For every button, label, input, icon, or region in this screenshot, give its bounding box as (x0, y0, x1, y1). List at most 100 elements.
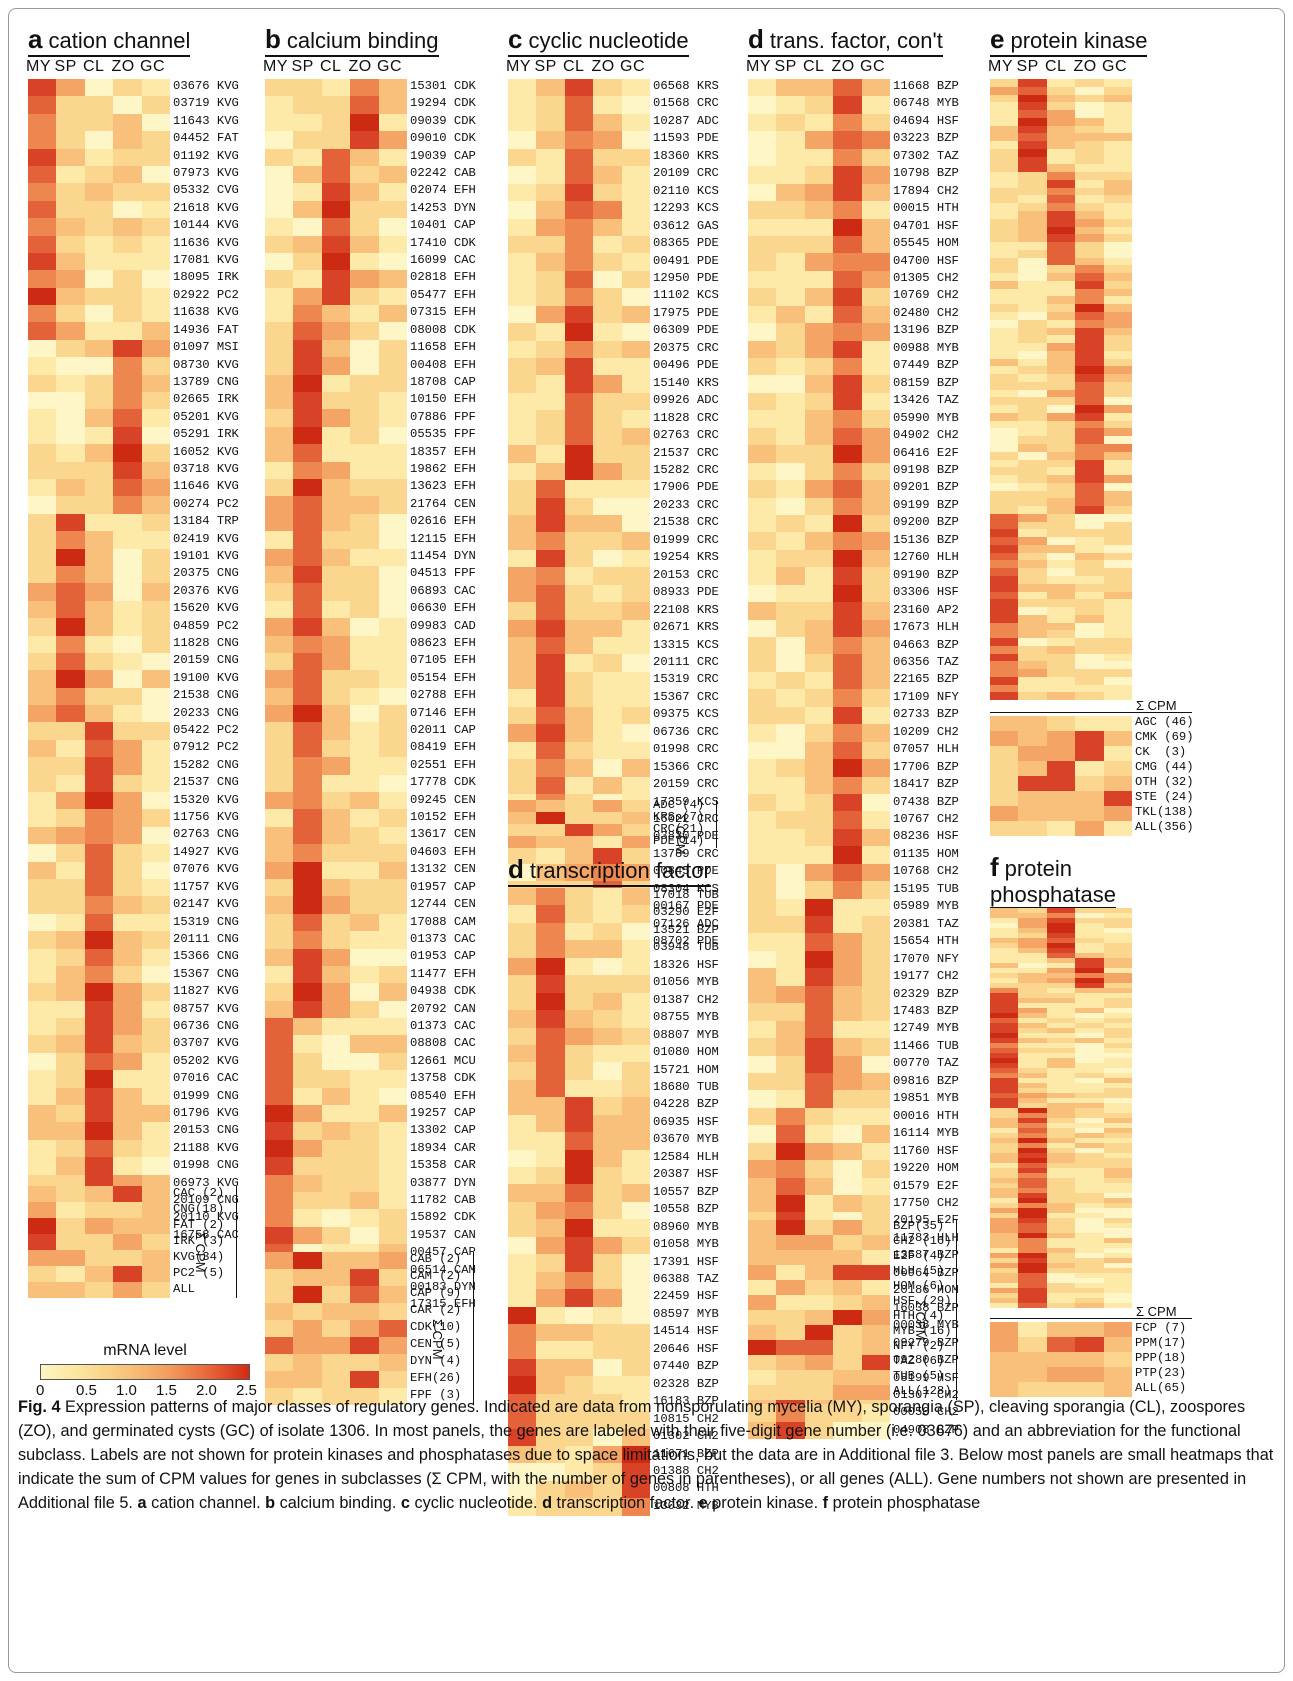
heatmap-cell (113, 705, 142, 723)
heatmap-cell (350, 96, 379, 114)
heatmap-cell (56, 1070, 85, 1088)
heatmap-cell (804, 131, 834, 149)
heatmap-row (990, 1178, 1133, 1183)
heatmap-cell (748, 148, 777, 167)
heatmap-cell (1075, 1293, 1104, 1298)
heatmap-cell (84, 826, 114, 845)
heatmap-cell (1075, 918, 1104, 923)
summary-row (265, 1269, 408, 1286)
gene-label: 06568 KRS (653, 79, 719, 93)
heatmap-cell (293, 844, 322, 862)
gene-label: 04938 CDK (410, 984, 476, 999)
heatmap-cell (350, 913, 379, 932)
summary-cell (564, 800, 594, 812)
heatmap-cell (593, 392, 622, 411)
gene-label: 05202 KVG (173, 1053, 239, 1068)
heatmap-cell (804, 1160, 834, 1178)
heatmap-cell (321, 1122, 351, 1140)
heatmap-row (508, 1306, 651, 1324)
heatmap-cell (1103, 1018, 1133, 1023)
heatmap-cell (321, 878, 351, 897)
heatmap-cell (1103, 335, 1133, 344)
heatmap-row (508, 148, 651, 167)
heatmap-cell (113, 409, 142, 427)
heatmap-cell (536, 1376, 565, 1394)
heatmap-cell (1075, 436, 1104, 444)
summary-cell (776, 1325, 805, 1340)
heatmap-row (508, 1271, 651, 1290)
heatmap-cell (621, 1044, 651, 1063)
heatmap-cell (1018, 304, 1047, 312)
heatmap-cell (593, 1027, 622, 1045)
heatmap-cell (265, 1174, 294, 1192)
heatmap-row (508, 776, 651, 794)
gene-label: 02733 BZP (893, 707, 959, 722)
heatmap-cell (1103, 1218, 1133, 1223)
heatmap-cell (861, 340, 891, 358)
heatmap-cell (776, 1195, 805, 1213)
heatmap-row (28, 426, 171, 445)
heatmap-cell (1046, 913, 1076, 918)
summary-row (28, 1186, 171, 1202)
heatmap-cell (621, 1027, 651, 1045)
heatmap-cell (564, 183, 594, 202)
heatmap-cell (1046, 164, 1076, 173)
heatmap-cell (1046, 211, 1076, 219)
heatmap-cell (1018, 179, 1047, 188)
gene-label: 04663 BZP (893, 637, 959, 652)
heatmap-row (508, 480, 651, 498)
heatmap-cell (1018, 653, 1047, 662)
heatmap-cell (1018, 599, 1047, 608)
heatmap-cell (804, 288, 834, 306)
heatmap-cell (28, 1000, 57, 1019)
heatmap-cell (1075, 79, 1104, 87)
summary-cell (1075, 746, 1104, 761)
heatmap-cell (990, 676, 1019, 685)
gene-label: 15366 CRC (653, 759, 719, 774)
summary-cell (141, 1218, 171, 1234)
heatmap-cell (748, 410, 777, 428)
heatmap-cell (748, 532, 777, 550)
heatmap-cell (1018, 913, 1047, 918)
summary-cell (28, 1282, 57, 1298)
caption-panel-name: transcription factor. (552, 1494, 699, 1512)
gene-label: 01387 CH2 (653, 992, 719, 1007)
summary-cell (804, 1370, 834, 1385)
heatmap-cell (990, 1093, 1019, 1098)
heatmap-row (990, 335, 1133, 344)
heatmap-cell (378, 357, 408, 375)
heatmap-cell (990, 1063, 1019, 1068)
heatmap-cell (1075, 1108, 1104, 1113)
heatmap-cell (1075, 195, 1104, 204)
gene-label: 17315 EFH (410, 1297, 476, 1312)
heatmap-cell (990, 86, 1019, 95)
heatmap-cell (1018, 983, 1047, 988)
heatmap-cell (536, 957, 565, 976)
heatmap-cell (1103, 443, 1133, 452)
gene-labels-a: 03676 KVG 03719 KVG 11643 KVG 04452 FAT 0119… (173, 78, 239, 1244)
heatmap-cell (141, 357, 171, 375)
summary-cell (28, 1202, 57, 1218)
heatmap-cell (265, 948, 294, 966)
column-header: MY (506, 58, 531, 75)
heatmap-cell (1046, 1133, 1076, 1138)
heatmap-row (748, 985, 891, 1004)
gene-label: 10815 CH2 (653, 1411, 719, 1426)
heatmap-cell (861, 480, 891, 498)
heatmap-cell (265, 792, 294, 810)
heatmap-cell (990, 993, 1019, 998)
heatmap-cell (621, 741, 651, 760)
heatmap-cell (804, 549, 834, 568)
heatmap-cell (265, 165, 294, 184)
heatmap-row (508, 759, 651, 777)
heatmap-cell (84, 513, 114, 532)
heatmap-cell (508, 96, 537, 114)
heatmap-cell (265, 861, 294, 879)
gene-label: 06935 HSF (653, 1114, 719, 1129)
heatmap-cell (56, 531, 85, 549)
heatmap-cell (113, 826, 142, 845)
gene-label: 13758 CDK (410, 1071, 476, 1086)
heatmap-row (265, 583, 408, 601)
heatmap-cell (1046, 1163, 1076, 1168)
heatmap-cell (1103, 319, 1133, 328)
